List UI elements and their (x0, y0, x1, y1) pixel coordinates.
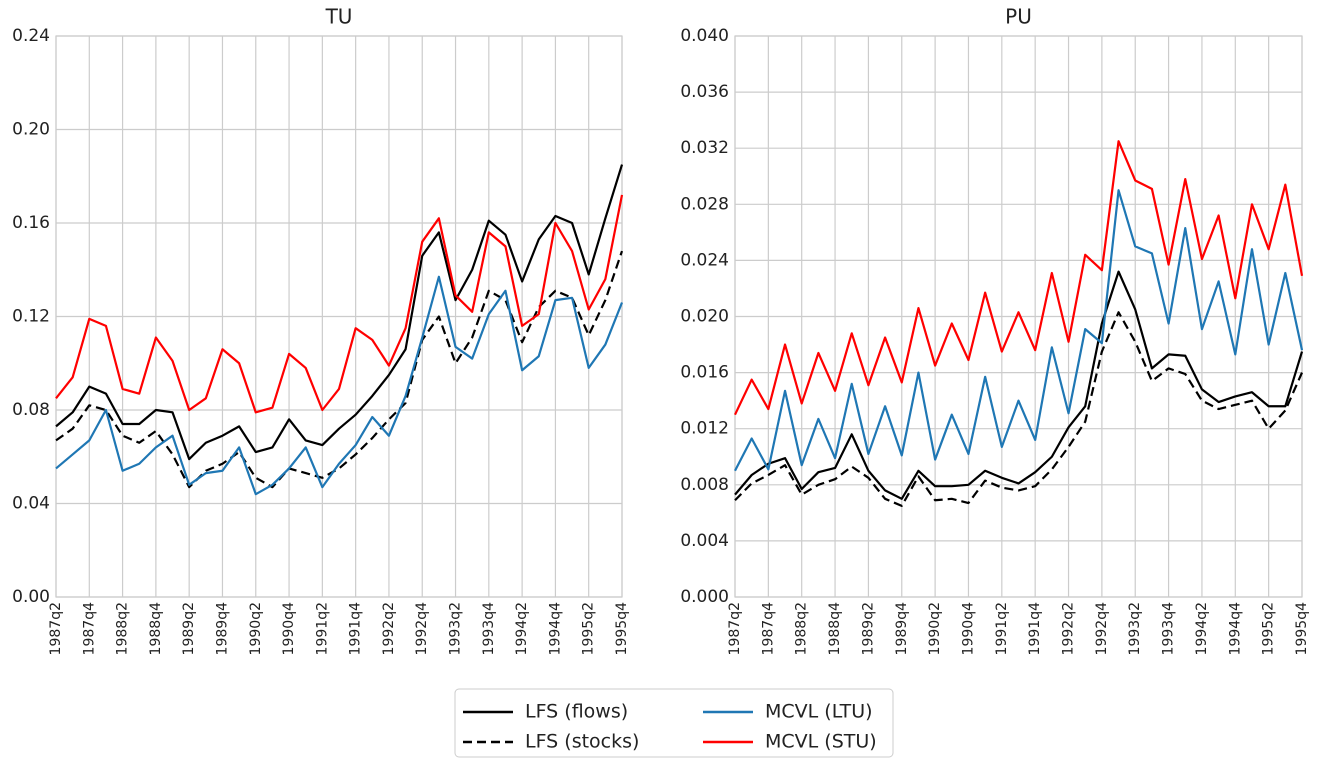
x-tick-label: 1993q4 (1161, 602, 1177, 656)
x-tick-label: 1990q2 (248, 602, 264, 655)
x-tick-label: 1990q2 (927, 602, 943, 655)
legend-label: MCVL (STU) (765, 731, 877, 753)
y-tick-label: 0.04 (12, 494, 50, 514)
legend-box (454, 688, 894, 758)
legend: LFS (flows) LFS (stocks) MCVL (LTU) MCVL (S… (454, 688, 894, 758)
y-tick-label: 0.08 (12, 400, 50, 420)
data-line (55, 194, 624, 414)
x-tick-label: 1992q2 (1061, 602, 1077, 655)
x-tick-label: 1995q2 (581, 602, 597, 655)
y-tick-label: 0.16 (12, 213, 50, 233)
y-tick-label: 0.20 (12, 120, 50, 140)
legend-label: LFS (flows) (525, 701, 628, 723)
x-tick-label: 1993q2 (448, 602, 464, 655)
x-tick-label: 1995q4 (1294, 602, 1310, 656)
x-tick-label: 1990q4 (281, 602, 297, 656)
x-tick-label: 1994q4 (1227, 602, 1243, 656)
legend-label: LFS (stocks) (525, 731, 639, 753)
y-tick-label: 0.032 (680, 138, 729, 158)
x-tick-label: 1995q2 (1261, 602, 1277, 655)
y-tick-label: 0.036 (680, 82, 729, 102)
chart-title: PU (1005, 5, 1032, 29)
chart-title: TU (325, 5, 353, 29)
x-tick-label: 1988q4 (827, 602, 843, 656)
data-line (55, 164, 624, 461)
data-line (734, 140, 1304, 416)
y-tick-label: 0.000 (680, 587, 729, 607)
x-tick-label: 1988q2 (794, 602, 810, 655)
y-tick-label: 0.012 (680, 419, 729, 439)
x-tick-label: 1987q2 (727, 602, 743, 655)
y-tick-label: 0.008 (680, 475, 729, 495)
x-tick-label: 1993q2 (1127, 602, 1143, 655)
x-tick-label: 1989q4 (214, 602, 230, 656)
x-tick-label: 1987q4 (760, 602, 776, 656)
x-tick-label: 1987q2 (48, 602, 64, 655)
x-tick-label: 1992q4 (1094, 602, 1110, 656)
x-tick-label: 1991q2 (314, 602, 330, 655)
y-tick-label: 0.040 (680, 26, 729, 46)
x-tick-label: 1991q2 (994, 602, 1010, 655)
data-line (55, 275, 624, 496)
x-tick-label: 1991q4 (1027, 602, 1043, 656)
y-tick-label: 0.020 (680, 307, 729, 327)
y-tick-label: 0.024 (680, 250, 729, 270)
x-tick-label: 1995q4 (614, 602, 630, 656)
x-tick-label: 1994q4 (547, 602, 563, 656)
x-tick-label: 1988q2 (115, 602, 131, 655)
y-tick-label: 0.004 (680, 531, 729, 551)
x-tick-label: 1993q4 (481, 602, 497, 656)
x-tick-label: 1994q2 (1194, 602, 1210, 655)
x-tick-label: 1994q2 (514, 602, 530, 655)
x-tick-label: 1991q4 (348, 602, 364, 656)
y-tick-label: 0.00 (12, 587, 50, 607)
x-tick-label: 1989q4 (894, 602, 910, 656)
data-line (55, 250, 624, 489)
data-line (734, 189, 1304, 472)
y-tick-label: 0.12 (12, 307, 50, 327)
x-tick-label: 1992q4 (414, 602, 430, 656)
y-tick-label: 0.016 (680, 363, 729, 383)
data-line (734, 311, 1304, 507)
x-tick-label: 1989q2 (181, 602, 197, 655)
x-tick-label: 1992q2 (381, 602, 397, 655)
y-tick-label: 0.24 (12, 26, 50, 46)
x-tick-label: 1987q4 (81, 602, 97, 656)
x-tick-label: 1990q4 (960, 602, 976, 656)
data-line (734, 270, 1304, 500)
x-tick-label: 1988q4 (148, 602, 164, 656)
legend-label: MCVL (LTU) (765, 701, 873, 723)
y-tick-label: 0.028 (680, 194, 729, 214)
x-tick-label: 1989q2 (860, 602, 876, 655)
